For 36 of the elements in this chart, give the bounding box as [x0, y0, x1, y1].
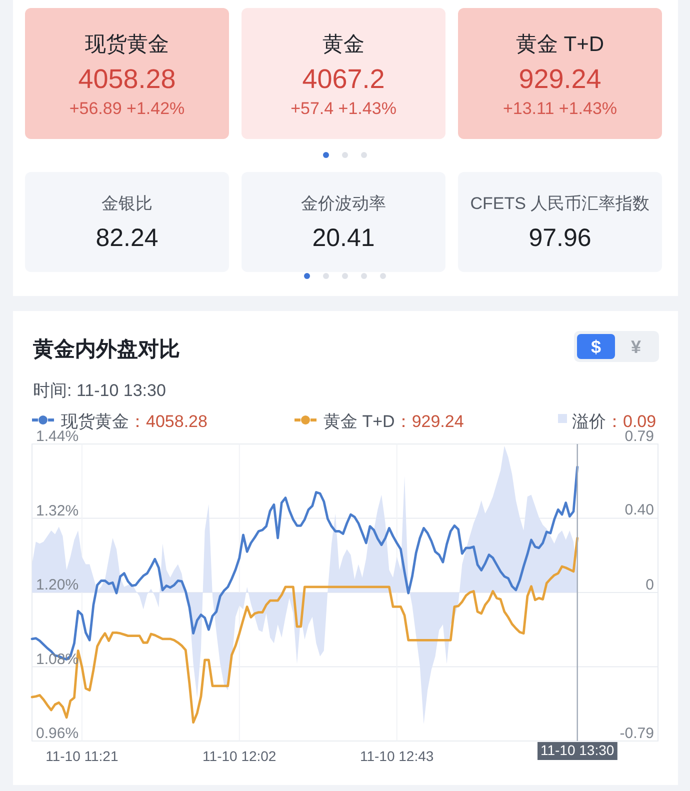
x-tick-label: 11-10 12:02	[202, 748, 276, 764]
data-label: 929.24	[518, 64, 602, 94]
text: +57.4 +1.43%	[290, 99, 396, 118]
x-tick-label: 11-10 13:30	[540, 742, 614, 758]
y-tick-label: 1.20%	[36, 576, 79, 594]
data-label: 82.24	[96, 224, 158, 252]
currency-toggle: $ ¥	[574, 331, 659, 362]
y2-tick-label: 0.40	[624, 501, 654, 518]
category-label: 金价波动率	[301, 194, 386, 213]
text: ：0.09	[606, 412, 656, 431]
text: +13.11 +1.43%	[502, 99, 618, 118]
legend-label: 现货黄金	[61, 412, 129, 431]
chart-title: 黄金内外盘对比	[32, 338, 180, 361]
text: ：929.24	[394, 412, 464, 431]
y2-tick-label: 0	[646, 576, 654, 594]
data-label: 97.96	[528, 224, 592, 252]
legend-label: 黄金 T+D	[324, 412, 395, 431]
data-label: 20.41	[312, 224, 375, 252]
data-label: 4058.28	[78, 64, 176, 94]
text: +56.89 +1.42%	[69, 99, 185, 118]
chart-subtitle: 时间: 11-10 13:30	[33, 381, 166, 400]
y-tick-label: 1.32%	[36, 502, 79, 520]
x-tick-label: 11-10 12:43	[360, 748, 434, 764]
data-label: 4067.2	[302, 64, 385, 94]
x-tick-label: 11-10 11:21	[46, 748, 118, 764]
category-label: 金银比	[102, 194, 152, 213]
category-label: CFETS 人民币汇率指数	[470, 194, 650, 213]
y2-tick-label: -0.79	[620, 725, 654, 742]
y2-tick-label: 0.79	[624, 428, 654, 445]
legend-label: 溢价	[572, 412, 606, 431]
category-label: 现货黄金	[85, 33, 169, 56]
category-label: 黄金 T+D	[516, 33, 604, 56]
y-tick-label: 1.44%	[36, 428, 79, 445]
category-label: 黄金	[322, 33, 364, 56]
y-tick-label: 0.96%	[36, 725, 79, 742]
text: ：4058.28	[129, 412, 208, 431]
